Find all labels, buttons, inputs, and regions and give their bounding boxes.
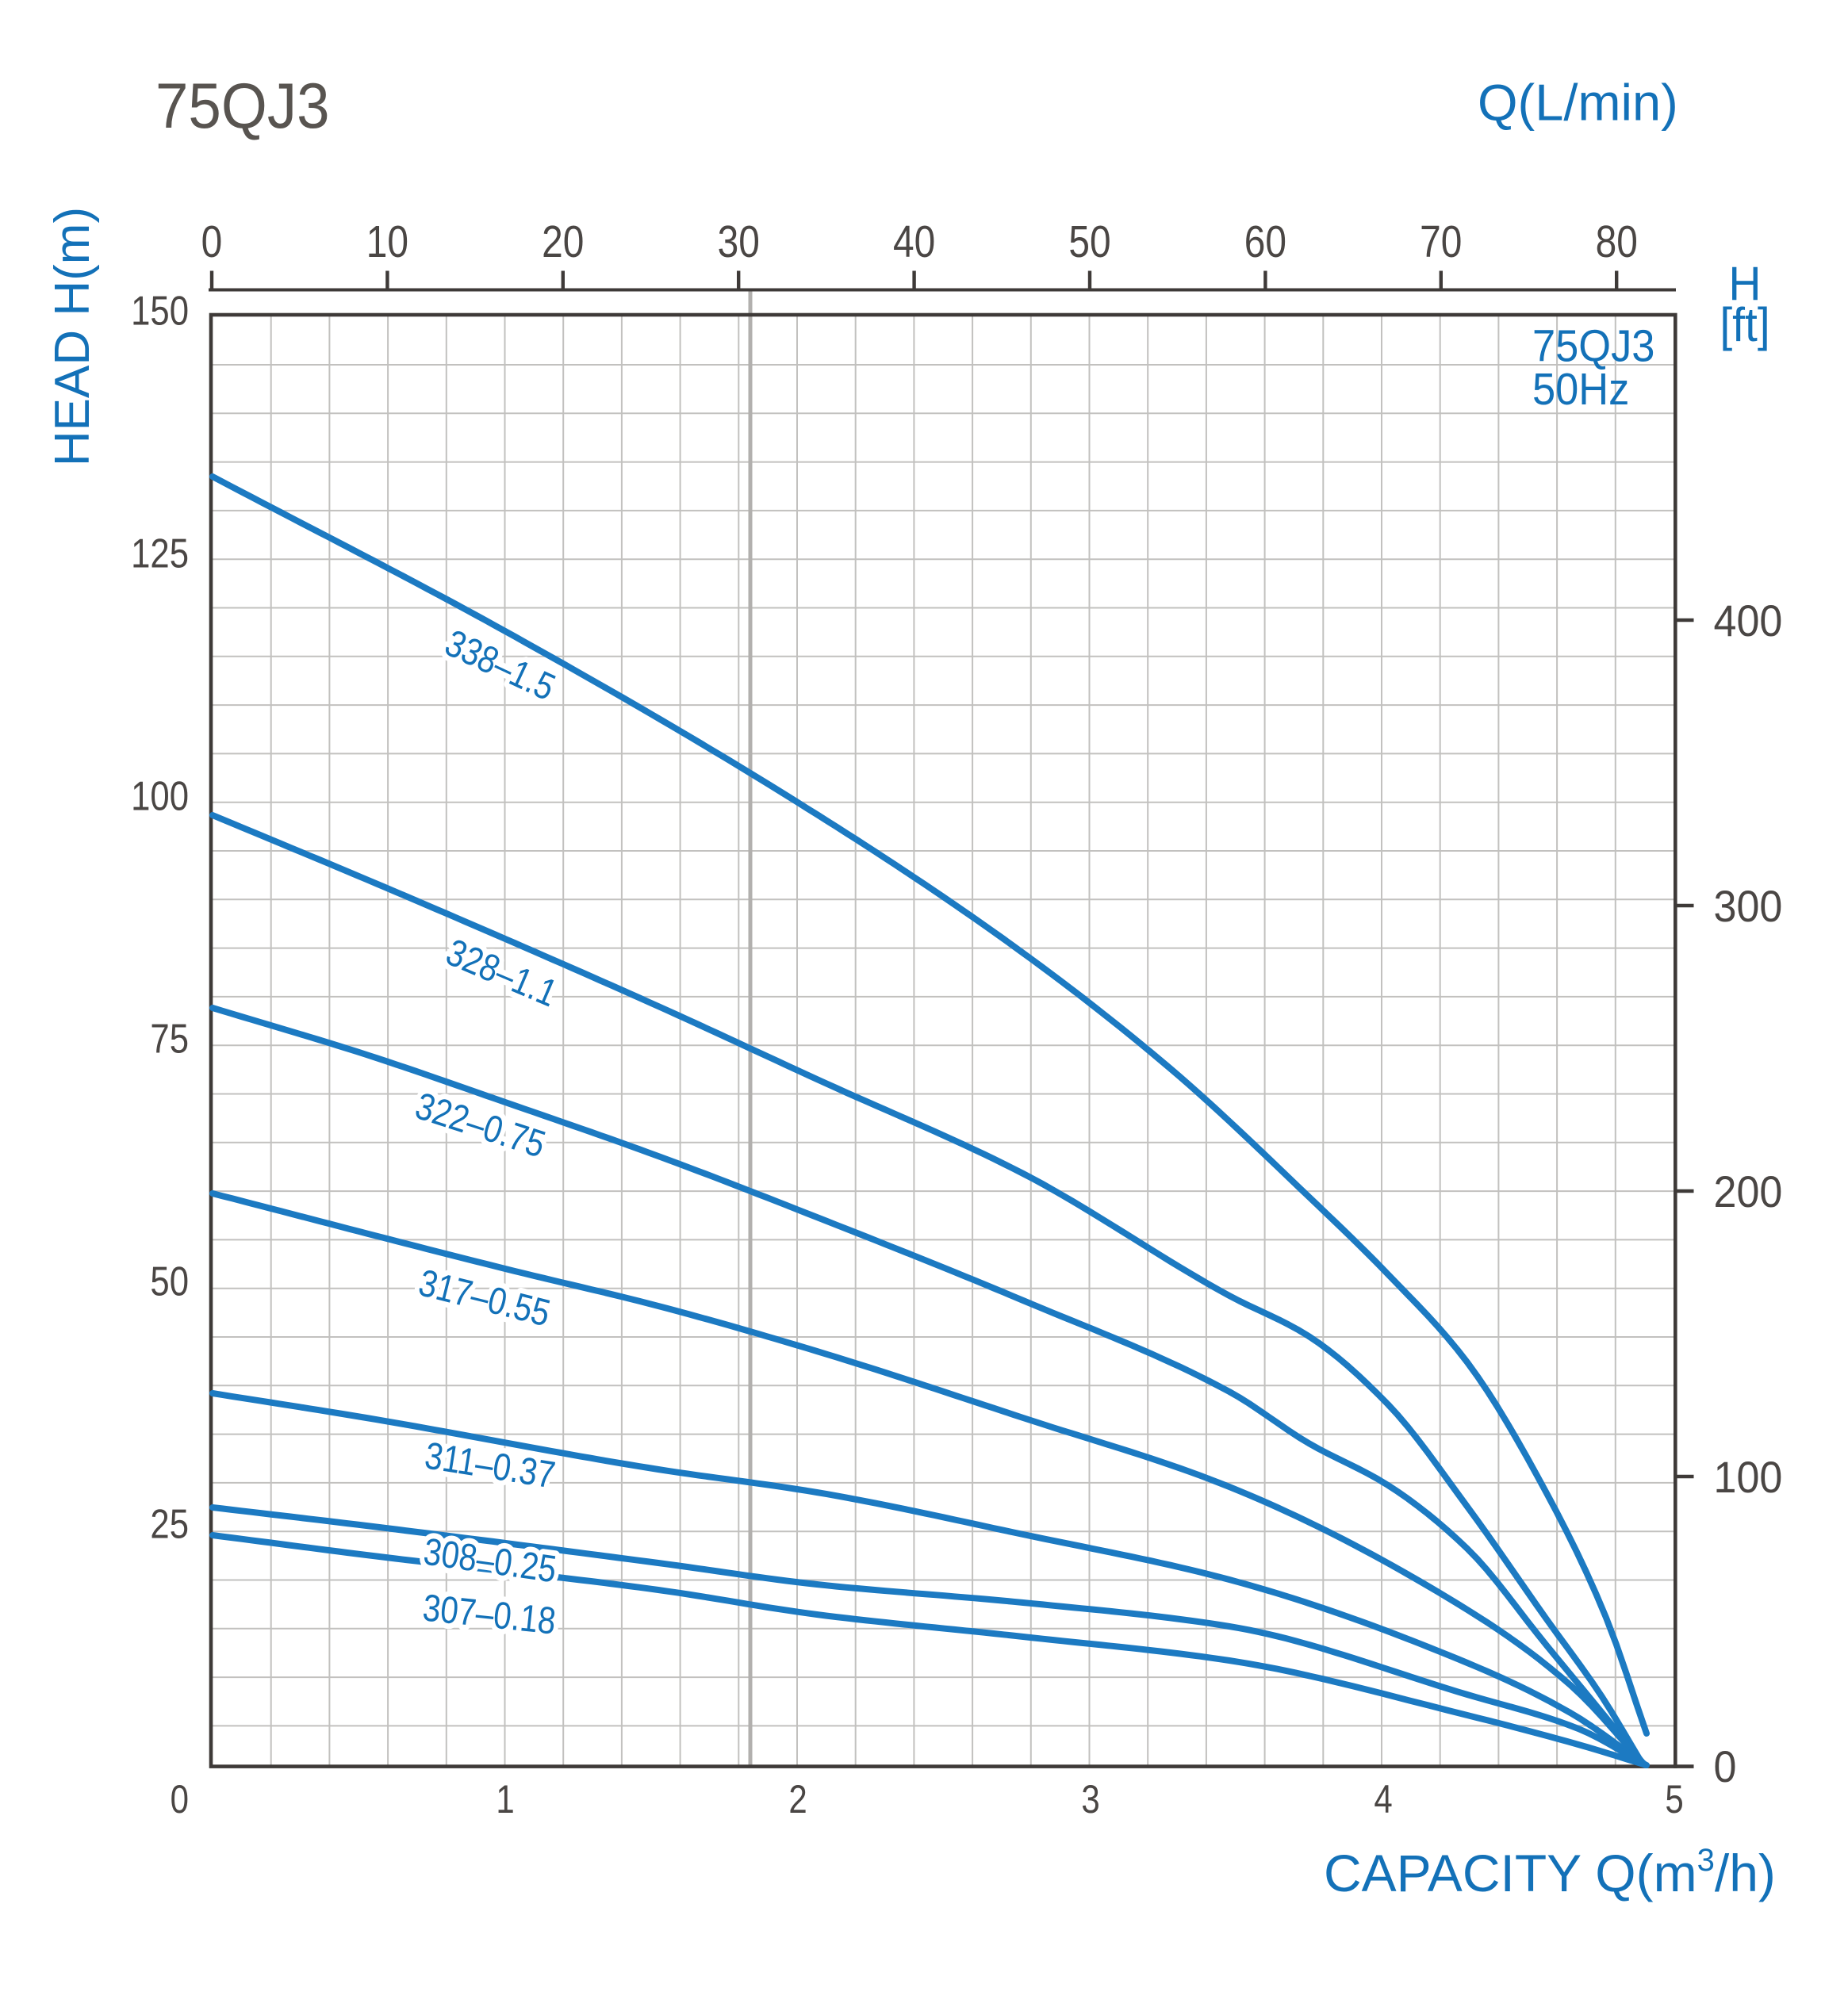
svg-text:2: 2 [788, 1777, 807, 1821]
svg-text:1: 1 [496, 1777, 514, 1821]
svg-text:125: 125 [131, 531, 189, 576]
svg-text:75QJ3: 75QJ3 [1532, 320, 1654, 371]
svg-text:50: 50 [150, 1259, 189, 1304]
svg-text:3: 3 [1081, 1777, 1099, 1821]
svg-text:0: 0 [201, 216, 223, 267]
svg-text:60: 60 [1244, 216, 1286, 267]
svg-text:[ft]: [ft] [1720, 299, 1769, 352]
svg-text:10: 10 [366, 216, 408, 267]
svg-text:100: 100 [131, 774, 189, 819]
svg-text:300: 300 [1714, 882, 1783, 931]
svg-text:5: 5 [1665, 1777, 1683, 1821]
svg-text:30: 30 [718, 216, 760, 267]
svg-text:0: 0 [1714, 1742, 1737, 1791]
svg-text:0: 0 [171, 1777, 189, 1821]
svg-text:25: 25 [150, 1502, 189, 1547]
svg-text:400: 400 [1714, 596, 1783, 645]
svg-text:50Hz: 50Hz [1532, 363, 1629, 415]
svg-text:50: 50 [1068, 216, 1110, 267]
svg-text:150: 150 [131, 289, 189, 334]
svg-text:HEAD H(m): HEAD H(m) [45, 207, 100, 466]
svg-text:20: 20 [542, 216, 584, 267]
svg-text:40: 40 [893, 216, 935, 267]
svg-text:75QJ3: 75QJ3 [155, 71, 330, 142]
svg-text:Q(L/min): Q(L/min) [1478, 74, 1678, 132]
svg-text:75: 75 [150, 1017, 189, 1062]
svg-text:100: 100 [1714, 1453, 1783, 1502]
svg-text:70: 70 [1420, 216, 1462, 267]
svg-text:80: 80 [1596, 216, 1638, 267]
svg-text:200: 200 [1714, 1167, 1783, 1216]
svg-text:4: 4 [1374, 1777, 1392, 1821]
svg-text:H: H [1728, 258, 1761, 311]
